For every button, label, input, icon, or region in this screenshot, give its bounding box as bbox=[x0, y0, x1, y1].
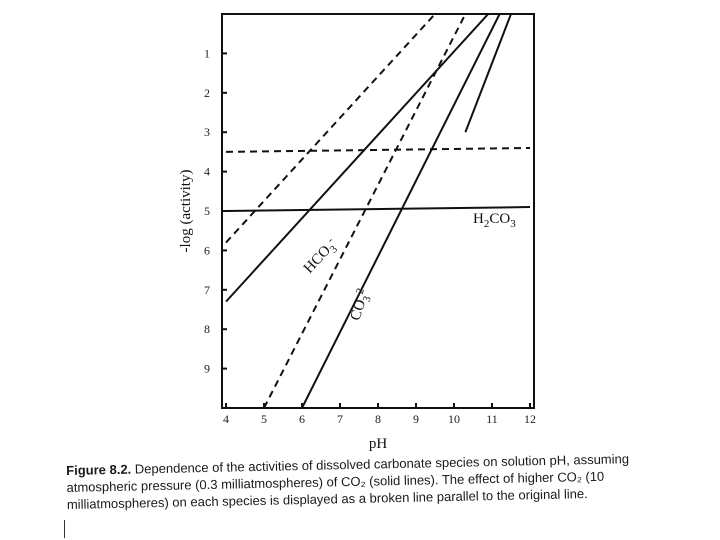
x-tick-label-4: 4 bbox=[223, 412, 229, 426]
x-axis-title: pH bbox=[369, 436, 388, 452]
x-tick-label-10: 10 bbox=[448, 412, 460, 426]
y-tick-label-4: 4 bbox=[204, 165, 210, 179]
x-tick-label-12: 12 bbox=[524, 412, 536, 426]
x-tick-label-11: 11 bbox=[486, 412, 498, 426]
y-tick-label-7: 7 bbox=[204, 283, 210, 297]
label-h2co3: H2CO3 bbox=[473, 211, 516, 230]
label-hco3: HCO3- bbox=[299, 234, 342, 278]
y-tick-label-1: 1 bbox=[204, 46, 210, 60]
y-tick-label-8: 8 bbox=[204, 322, 210, 336]
series-line-2 bbox=[225, 14, 489, 303]
figure-number: Figure 8.2. bbox=[66, 461, 132, 478]
x-tick-label-7: 7 bbox=[337, 412, 343, 426]
series-line-1 bbox=[225, 146, 531, 153]
label-co3: CO32- bbox=[346, 283, 377, 324]
series-line-4 bbox=[301, 14, 501, 408]
y-tick-label-2: 2 bbox=[204, 86, 210, 100]
y-axis-title: -log (activity) bbox=[178, 170, 194, 253]
caption-text: Dependence of the activities of dissolve… bbox=[66, 451, 630, 512]
figure-caption: Figure 8.2. Dependence of the activities… bbox=[66, 450, 637, 513]
y-axis-ticks: 1 2 3 4 5 6 7 8 9 bbox=[204, 46, 227, 376]
series-line-6 bbox=[464, 14, 512, 133]
x-tick-label-5: 5 bbox=[261, 412, 267, 426]
series-line-0 bbox=[225, 206, 531, 212]
page-margin-mark bbox=[64, 520, 65, 538]
series-line-5 bbox=[263, 14, 467, 408]
series-line-3 bbox=[225, 14, 436, 244]
series-layer bbox=[225, 14, 531, 408]
x-axis-ticks: 4 5 6 7 8 9 10 11 12 bbox=[223, 403, 536, 426]
y-tick-label-5: 5 bbox=[204, 204, 210, 218]
y-tick-label-3: 3 bbox=[204, 125, 210, 139]
x-tick-label-9: 9 bbox=[413, 412, 419, 426]
x-tick-label-6: 6 bbox=[299, 412, 305, 426]
y-tick-label-6: 6 bbox=[204, 243, 210, 257]
y-tick-label-9: 9 bbox=[204, 362, 210, 376]
x-tick-label-8: 8 bbox=[375, 412, 381, 426]
species-labels: H2CO3 HCO3-CO32- bbox=[299, 211, 516, 324]
